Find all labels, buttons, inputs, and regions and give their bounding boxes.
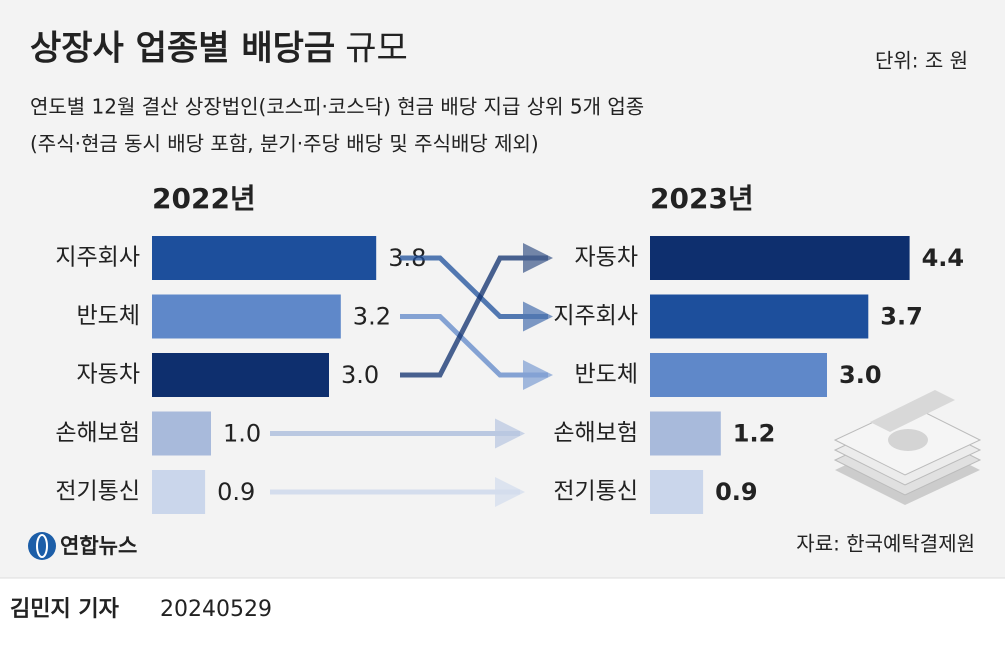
value-label: 3.2 [353,303,391,331]
connector-arrow [400,314,553,390]
value-label: 3.0 [839,361,882,389]
value-label: 0.9 [715,478,758,506]
bar [152,353,329,397]
byline: 김민지 기자 [10,597,120,622]
bar [650,411,721,456]
value-label: 1.0 [223,420,261,448]
value-label: 4.4 [922,244,965,272]
category-label: 자동차 [77,362,140,388]
connector-arrow [400,243,553,378]
bar [650,353,827,397]
category-label: 지주회사 [553,303,638,329]
source: 자료: 한국예탁결제원 [796,532,975,556]
bar [152,470,206,514]
value-label: 3.0 [341,361,379,389]
category-label: 반도체 [575,362,638,388]
panel-title: 2023년 [650,182,754,215]
category-label: 손해보험 [55,420,140,446]
unit: 단위: 조 원 [875,49,968,73]
category-label: 반도체 [77,303,140,329]
panel-title: 2022년 [152,182,256,215]
subtitle: 연도별 12월 결산 상장법인(코스피·코스닥) 현금 배당 지급 상위 5개 … [30,95,644,119]
logo-text: 연합뉴스 [60,534,137,558]
date: 20240529 [160,597,272,622]
category-label: 전기통신 [55,479,140,505]
category-label: 손해보험 [553,420,638,446]
category-label: 자동차 [575,245,638,271]
value-label: 1.2 [733,420,776,448]
value-label: 0.9 [217,478,255,506]
money-icon [833,390,982,505]
logo: 연합뉴스 [28,532,137,560]
value-label: 3.7 [880,303,923,331]
subtitle: (주식·현금 동시 배당 포함, 분기·주당 배당 및 주식배당 제외) [30,132,539,156]
bar [650,470,704,514]
bar [650,236,910,280]
bar [152,411,211,456]
bar [152,294,341,339]
bar [650,294,869,339]
category-label: 지주회사 [55,245,140,271]
connector-arrow [400,255,553,332]
bar [152,236,377,280]
category-label: 전기통신 [553,479,638,505]
title: 상장사 업종별 배당금 [30,29,335,69]
title-suffix: 규모 [345,29,408,69]
